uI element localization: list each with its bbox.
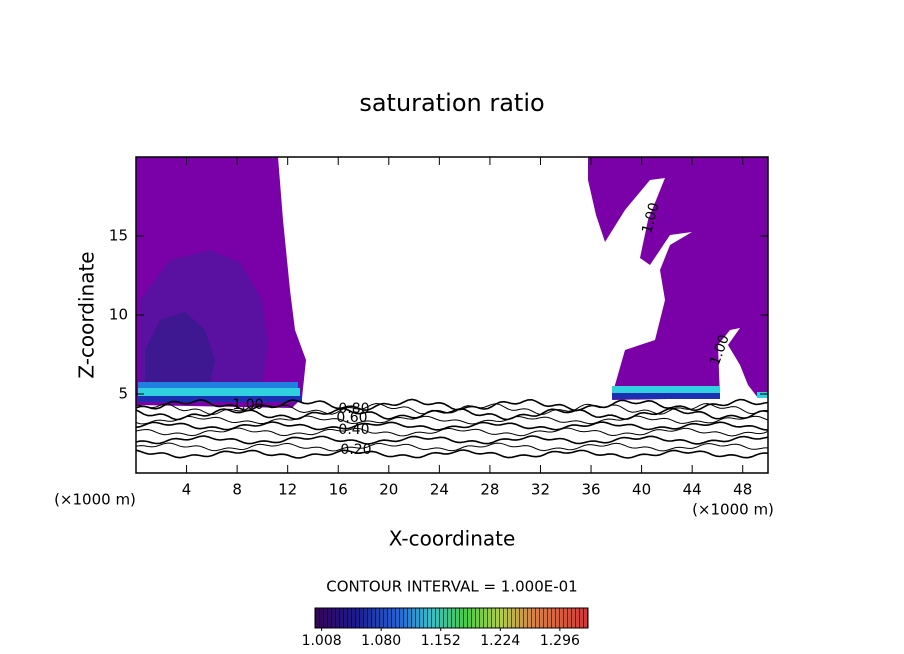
contour-line bbox=[135, 407, 769, 421]
contour-label: 0.20 bbox=[340, 442, 371, 458]
x-tick-label: 28 bbox=[480, 481, 499, 499]
contour-label: 1.00 bbox=[639, 201, 663, 235]
contour-line bbox=[135, 415, 769, 425]
x-tick-label: 20 bbox=[379, 481, 398, 499]
y-tick-label: 10 bbox=[109, 306, 128, 324]
colorbar-tick-label: 1.152 bbox=[421, 633, 461, 649]
colorbar-stripes bbox=[314, 607, 589, 629]
contour-label: 0.60 bbox=[336, 410, 367, 426]
field-region bbox=[145, 312, 215, 386]
contour-label: 0.80 bbox=[338, 401, 369, 417]
field-band bbox=[757, 392, 768, 398]
contour-line bbox=[135, 421, 769, 431]
contour-line bbox=[135, 449, 769, 459]
colorbar-tick-label: 1.224 bbox=[480, 633, 520, 649]
x-tick-label: 16 bbox=[329, 481, 348, 499]
field-region bbox=[588, 157, 768, 400]
contour-label: 0.40 bbox=[338, 422, 369, 438]
colorbar-tick-label: 1.008 bbox=[302, 633, 342, 649]
contour-line bbox=[135, 427, 769, 437]
x-tick-label: 8 bbox=[232, 481, 242, 499]
x-tick-label: 4 bbox=[182, 481, 192, 499]
colorbar-tick-label: 1.080 bbox=[361, 633, 401, 649]
contour-label: 1.00 bbox=[232, 397, 263, 413]
x-tick-label: 32 bbox=[531, 481, 550, 499]
x-tick-label: 48 bbox=[733, 481, 752, 499]
contour-line bbox=[135, 435, 769, 445]
contour-line bbox=[135, 442, 768, 452]
x-tick-label: 40 bbox=[632, 481, 651, 499]
x-unit: (×1000 m) bbox=[692, 501, 774, 519]
y-tick-label: 15 bbox=[109, 227, 128, 245]
x-unit: (×1000 m) bbox=[54, 491, 136, 509]
colorbar-tick-label: 1.296 bbox=[540, 633, 580, 649]
field-band bbox=[612, 386, 720, 393]
contour-line bbox=[135, 398, 769, 412]
contour-line bbox=[135, 402, 769, 416]
plot-area bbox=[135, 157, 769, 459]
field-band bbox=[138, 382, 298, 388]
field-band bbox=[138, 388, 300, 396]
x-tick-label: 24 bbox=[430, 481, 449, 499]
x-tick-label: 36 bbox=[581, 481, 600, 499]
x-axis-title: X-coordinate bbox=[389, 527, 516, 551]
contour-lines bbox=[135, 398, 769, 459]
contour-interval: CONTOUR INTERVAL = 1.000E-01 bbox=[326, 578, 577, 596]
chart-title: saturation ratio bbox=[359, 89, 544, 117]
x-tick-label: 44 bbox=[683, 481, 702, 499]
y-axis-title: Z-coordinate bbox=[75, 251, 99, 378]
field-band bbox=[138, 396, 302, 402]
field-band bbox=[612, 393, 720, 399]
x-tick-label: 12 bbox=[278, 481, 297, 499]
y-tick-label: 5 bbox=[118, 385, 128, 403]
